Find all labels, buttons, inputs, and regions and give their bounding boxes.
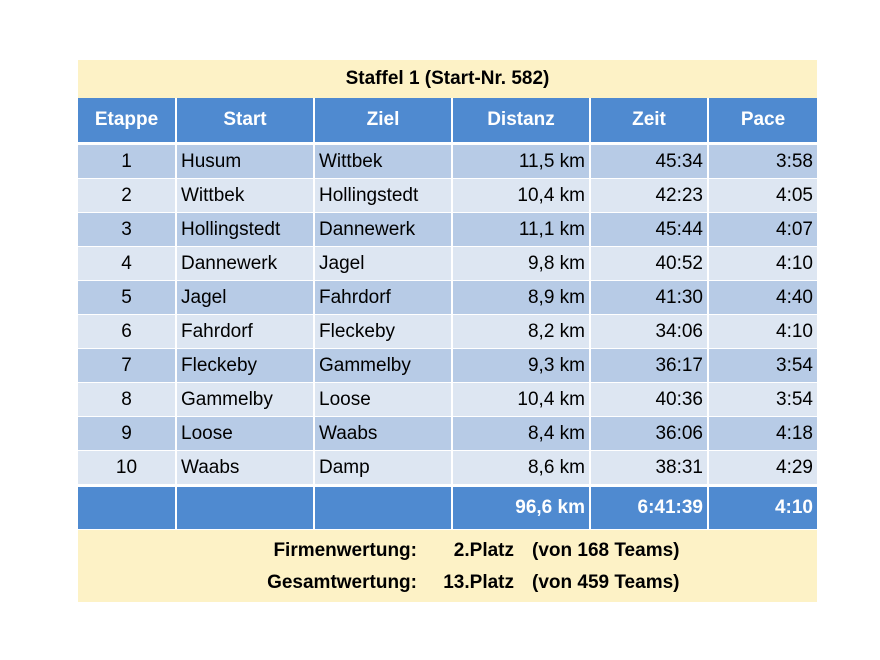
cell-distanz: 11,5 km bbox=[452, 143, 591, 179]
totals-empty-cell bbox=[78, 484, 177, 530]
cell-pace: 4:10 bbox=[708, 246, 817, 281]
cell-etappe: 8 bbox=[78, 382, 177, 417]
cell-zeit: 45:34 bbox=[590, 143, 709, 179]
average-pace: 4:10 bbox=[708, 484, 817, 530]
cell-zeit: 42:23 bbox=[590, 178, 709, 213]
cell-pace: 4:18 bbox=[708, 416, 817, 451]
cell-distanz: 10,4 km bbox=[452, 178, 591, 213]
cell-ziel: Waabs bbox=[314, 416, 453, 451]
column-header-zeit: Zeit bbox=[590, 98, 709, 145]
table-row: 9 Loose Waabs 8,4 km 36:06 4:18 bbox=[78, 416, 817, 451]
cell-ziel: Hollingstedt bbox=[314, 178, 453, 213]
cell-etappe: 7 bbox=[78, 348, 177, 383]
cell-zeit: 41:30 bbox=[590, 280, 709, 315]
column-header-etappe: Etappe bbox=[78, 98, 177, 145]
cell-start: Loose bbox=[176, 416, 315, 451]
cell-distanz: 9,3 km bbox=[452, 348, 591, 383]
cell-start: Dannewerk bbox=[176, 246, 315, 281]
column-header-distanz: Distanz bbox=[452, 98, 591, 145]
cell-distanz: 10,4 km bbox=[452, 382, 591, 417]
cell-etappe: 2 bbox=[78, 178, 177, 213]
cell-ziel: Loose bbox=[314, 382, 453, 417]
cell-zeit: 45:44 bbox=[590, 212, 709, 247]
cell-ziel: Wittbek bbox=[314, 143, 453, 179]
cell-distanz: 8,6 km bbox=[452, 450, 591, 486]
cell-zeit: 40:52 bbox=[590, 246, 709, 281]
cell-zeit: 40:36 bbox=[590, 382, 709, 417]
cell-zeit: 38:31 bbox=[590, 450, 709, 486]
cell-ziel: Gammelby bbox=[314, 348, 453, 383]
cell-etappe: 1 bbox=[78, 143, 177, 179]
table-row: 2 Wittbek Hollingstedt 10,4 km 42:23 4:05 bbox=[78, 178, 817, 213]
cell-ziel: Fleckeby bbox=[314, 314, 453, 349]
ranking-label: Gesamtwertung: bbox=[267, 572, 417, 593]
cell-etappe: 9 bbox=[78, 416, 177, 451]
ranking-teams: (von 168 Teams) bbox=[532, 540, 680, 561]
ranking-line-firma: Firmenwertung: 2.Platz (von 168 Teams) bbox=[163, 535, 732, 567]
table-row: 8 Gammelby Loose 10,4 km 40:36 3:54 bbox=[78, 382, 817, 417]
cell-zeit: 34:06 bbox=[590, 314, 709, 349]
header-row: Etappe Start Ziel Distanz Zeit Pace bbox=[78, 98, 817, 145]
cell-pace: 4:40 bbox=[708, 280, 817, 315]
cell-start: Fahrdorf bbox=[176, 314, 315, 349]
cell-pace: 3:54 bbox=[708, 348, 817, 383]
totals-empty-cell bbox=[314, 484, 453, 530]
cell-etappe: 10 bbox=[78, 450, 177, 486]
cell-ziel: Damp bbox=[314, 450, 453, 486]
column-header-pace: Pace bbox=[708, 98, 817, 145]
cell-distanz: 8,4 km bbox=[452, 416, 591, 451]
table-row: 10 Waabs Damp 8,6 km 38:31 4:29 bbox=[78, 450, 817, 486]
cell-start: Waabs bbox=[176, 450, 315, 486]
table-row: 7 Fleckeby Gammelby 9,3 km 36:17 3:54 bbox=[78, 348, 817, 383]
cell-pace: 3:54 bbox=[708, 382, 817, 417]
cell-pace: 4:05 bbox=[708, 178, 817, 213]
cell-etappe: 5 bbox=[78, 280, 177, 315]
column-header-start: Start bbox=[176, 98, 315, 145]
cell-start: Hollingstedt bbox=[176, 212, 315, 247]
cell-ziel: Dannewerk bbox=[314, 212, 453, 247]
totals-empty-cell bbox=[176, 484, 315, 530]
table-row: 6 Fahrdorf Fleckeby 8,2 km 34:06 4:10 bbox=[78, 314, 817, 349]
table-body: 1 Husum Wittbek 11,5 km 45:34 3:58 2 Wittbek Hol… bbox=[78, 143, 817, 486]
stage-table: Etappe Start Ziel Distanz Zeit Pace 1 Hus… bbox=[78, 98, 817, 530]
cell-pace: 4:10 bbox=[708, 314, 817, 349]
cell-ziel: Fahrdorf bbox=[314, 280, 453, 315]
table-row: 3 Hollingstedt Dannewerk 11,1 km 45:44 4:07 bbox=[78, 212, 817, 247]
cell-pace: 3:58 bbox=[708, 143, 817, 179]
ranking-label: Firmenwertung: bbox=[273, 540, 417, 561]
cell-etappe: 4 bbox=[78, 246, 177, 281]
cell-ziel: Jagel bbox=[314, 246, 453, 281]
ranking-place: 2.Platz bbox=[453, 540, 514, 561]
cell-zeit: 36:17 bbox=[590, 348, 709, 383]
table-row: 1 Husum Wittbek 11,5 km 45:34 3:58 bbox=[78, 143, 817, 179]
cell-distanz: 8,2 km bbox=[452, 314, 591, 349]
relay-results-sheet: Staffel 1 (Start-Nr. 582) Etappe Start Z… bbox=[78, 60, 817, 602]
cell-distanz: 11,1 km bbox=[452, 212, 591, 247]
cell-start: Husum bbox=[176, 143, 315, 179]
cell-pace: 4:07 bbox=[708, 212, 817, 247]
table-title: Staffel 1 (Start-Nr. 582) bbox=[78, 60, 817, 98]
total-time: 6:41:39 bbox=[590, 484, 709, 530]
ranking-teams: (von 459 Teams) bbox=[532, 572, 680, 593]
cell-start: Wittbek bbox=[176, 178, 315, 213]
cell-distanz: 9,8 km bbox=[452, 246, 591, 281]
totals-row: 96,6 km 6:41:39 4:10 bbox=[78, 484, 817, 530]
rankings-footer: Firmenwertung: 2.Platz (von 168 Teams) G… bbox=[78, 530, 817, 602]
cell-zeit: 36:06 bbox=[590, 416, 709, 451]
table-row: 4 Dannewerk Jagel 9,8 km 40:52 4:10 bbox=[78, 246, 817, 281]
cell-pace: 4:29 bbox=[708, 450, 817, 486]
ranking-place: 13.Platz bbox=[443, 572, 514, 593]
cell-etappe: 3 bbox=[78, 212, 177, 247]
cell-start: Gammelby bbox=[176, 382, 315, 417]
cell-start: Jagel bbox=[176, 280, 315, 315]
table-row: 5 Jagel Fahrdorf 8,9 km 41:30 4:40 bbox=[78, 280, 817, 315]
ranking-line-gesamt: Gesamtwertung: 13.Platz (von 459 Teams) bbox=[163, 567, 732, 599]
cell-start: Fleckeby bbox=[176, 348, 315, 383]
cell-distanz: 8,9 km bbox=[452, 280, 591, 315]
total-distance: 96,6 km bbox=[452, 484, 591, 530]
column-header-ziel: Ziel bbox=[314, 98, 453, 145]
cell-etappe: 6 bbox=[78, 314, 177, 349]
